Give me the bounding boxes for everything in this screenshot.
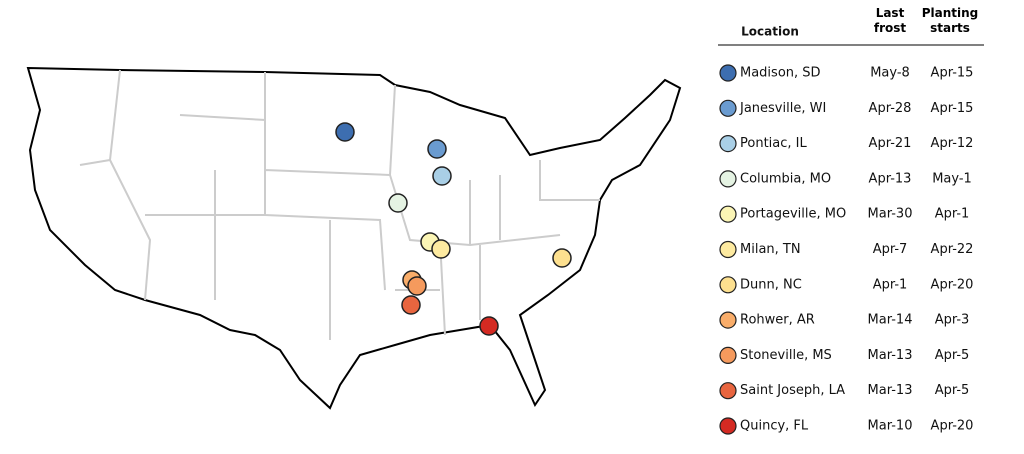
last-frost: Apr-21 [869,136,912,151]
location-name: Rohwer, AR [740,313,815,328]
header-last-frost-box: Last frost [873,6,907,35]
planting-starts: Apr-20 [931,419,974,434]
location-marker [431,239,451,259]
planting-starts: Apr-15 [931,66,974,81]
location-marker [427,139,447,159]
legend-dot [719,276,737,294]
location-name: Columbia, MO [740,171,831,186]
location-name: Madison, SD [740,66,821,81]
location-marker [407,276,427,296]
planting-starts: Apr-5 [935,348,970,363]
header-planting-starts: Planting starts [921,6,979,35]
location-name: Stoneville, MS [740,348,832,363]
last-frost: Apr-13 [869,171,912,186]
last-frost: Mar-30 [868,207,913,222]
planting-starts: Apr-12 [931,136,974,151]
location-name: Pontiac, IL [740,136,807,151]
legend-dot [719,99,737,117]
location-marker [552,248,572,268]
legend-dot [719,170,737,188]
planting-starts: Apr-5 [935,383,970,398]
legend-dot [719,64,737,82]
location-marker [388,193,408,213]
legend-dot [719,311,737,329]
planting-starts: Apr-22 [931,242,974,257]
planting-starts: Apr-15 [931,101,974,116]
legend-dot [719,346,737,364]
location-marker [401,295,421,315]
us-outline [26,66,682,410]
last-frost: Mar-10 [868,419,913,434]
planting-starts: May-1 [932,171,972,186]
header-location: Location [741,25,799,39]
location-marker [335,122,355,142]
location-name: Saint Joseph, LA [740,383,845,398]
location-name: Quincy, FL [740,419,809,434]
planting-starts: Apr-20 [931,277,974,292]
header-last-frost: Last frost [873,6,907,35]
last-frost: Mar-14 [868,313,913,328]
legend-dot [719,382,737,400]
location-marker [432,166,452,186]
location-name: Milan, TN [740,242,801,257]
last-frost: Apr-1 [873,277,908,292]
legend-dot [719,205,737,223]
location-name: Dunn, NC [740,277,802,292]
location-name: Janesville, WI [739,101,826,116]
planting-starts: Apr-1 [935,207,970,222]
header-planting-box: Planting starts [921,6,979,35]
last-frost: Mar-13 [868,348,913,363]
last-frost: May-8 [870,66,910,81]
planting-starts: Apr-3 [935,313,970,328]
us-map [26,66,682,410]
location-name: Portageville, MO [740,207,846,222]
legend-dot [719,240,737,259]
legend-dot [719,417,737,435]
location-marker [479,316,499,336]
last-frost: Apr-7 [873,242,908,257]
legend-dot [719,135,737,153]
last-frost: Mar-13 [868,383,913,398]
last-frost: Apr-28 [869,101,912,116]
